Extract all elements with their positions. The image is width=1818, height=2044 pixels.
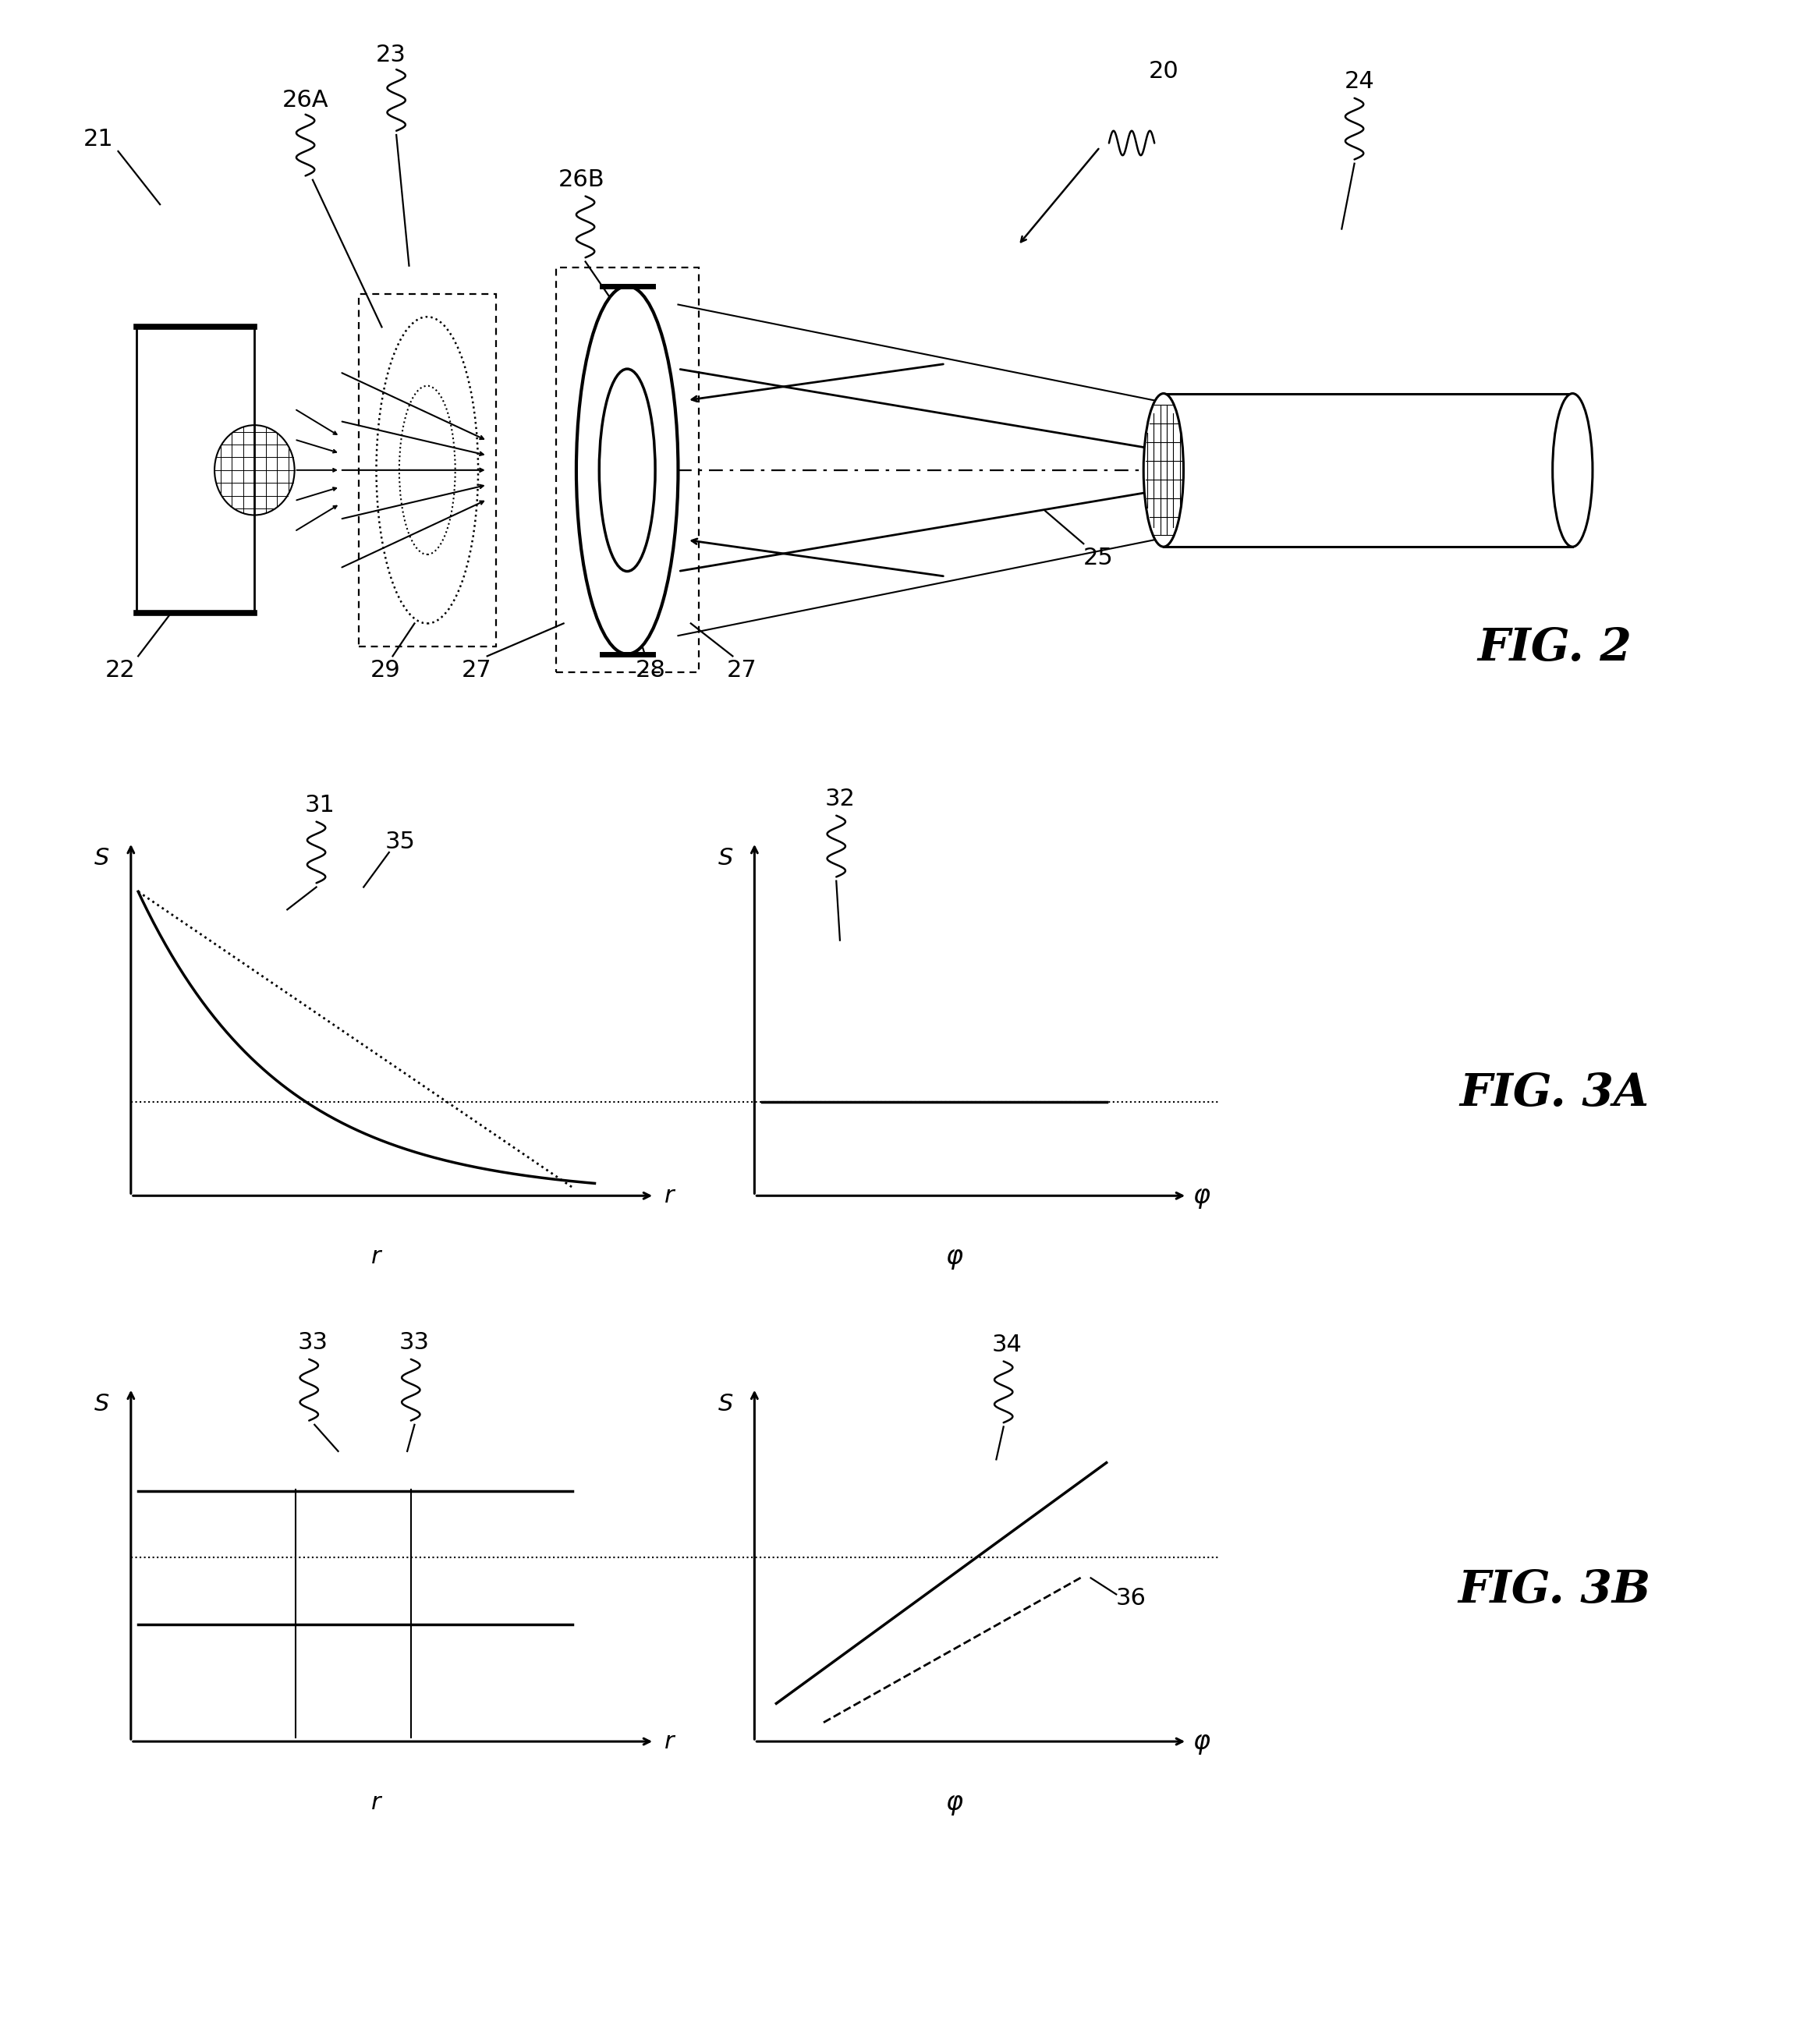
Text: r: r (664, 1183, 674, 1208)
Text: 33: 33 (400, 1331, 429, 1355)
Text: 25: 25 (1084, 546, 1113, 570)
Text: FIG. 2: FIG. 2 (1478, 625, 1631, 670)
Ellipse shape (576, 286, 678, 654)
Text: φ: φ (1193, 1183, 1211, 1208)
Ellipse shape (1553, 392, 1593, 546)
Text: 33: 33 (298, 1331, 327, 1355)
Text: 22: 22 (105, 658, 135, 683)
Text: 26B: 26B (558, 168, 605, 192)
Text: r: r (371, 1245, 382, 1269)
Text: S: S (95, 1392, 109, 1416)
Text: 23: 23 (376, 43, 405, 67)
Text: S: S (95, 846, 109, 871)
Text: 20: 20 (1149, 59, 1178, 84)
Text: r: r (664, 1729, 674, 1754)
Text: 21: 21 (84, 127, 113, 151)
Text: φ: φ (1193, 1729, 1211, 1754)
Text: φ: φ (945, 1245, 964, 1269)
Text: 28: 28 (636, 658, 665, 683)
Text: 32: 32 (825, 787, 854, 811)
Text: 35: 35 (385, 830, 415, 854)
Text: 34: 34 (993, 1333, 1022, 1357)
Ellipse shape (1144, 392, 1184, 546)
Text: FIG. 3A: FIG. 3A (1460, 1071, 1649, 1116)
Text: r: r (371, 1791, 382, 1815)
Text: FIG. 3B: FIG. 3B (1458, 1568, 1651, 1613)
Text: S: S (718, 1392, 733, 1416)
Text: 36: 36 (1116, 1586, 1145, 1611)
Bar (136, 327, 255, 613)
Text: 31: 31 (305, 793, 335, 818)
Text: 27: 27 (462, 658, 491, 683)
Ellipse shape (600, 368, 654, 570)
Text: 27: 27 (727, 658, 756, 683)
Text: 24: 24 (1345, 69, 1374, 94)
Text: 29: 29 (371, 658, 400, 683)
Bar (1164, 392, 1573, 546)
Text: φ: φ (945, 1791, 964, 1815)
Bar (358, 294, 496, 646)
Bar (556, 268, 698, 672)
Text: S: S (718, 846, 733, 871)
Text: 26A: 26A (282, 88, 329, 112)
